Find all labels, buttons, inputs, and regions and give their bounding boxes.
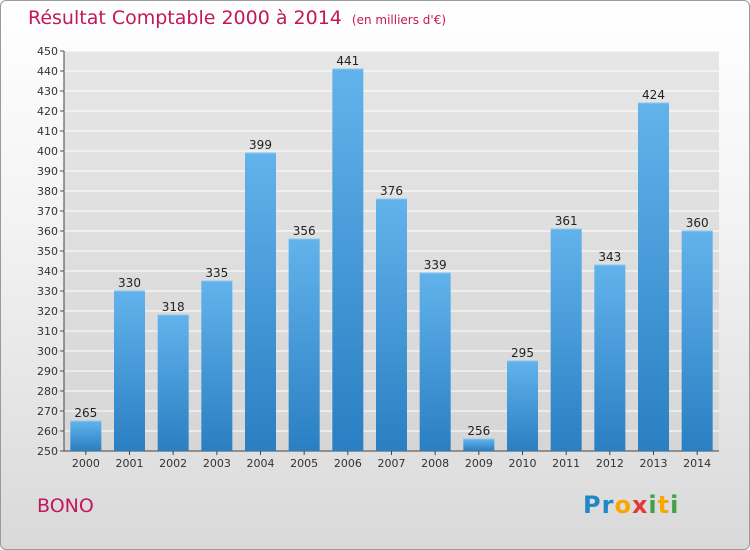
data-label: 265 — [74, 406, 97, 420]
x-tick-label: 2006 — [334, 457, 362, 470]
bar — [681, 231, 713, 451]
bar — [288, 239, 320, 451]
x-tick-label: 2014 — [683, 457, 711, 470]
y-tick-label: 410 — [37, 125, 58, 138]
y-tick-label: 420 — [37, 105, 58, 118]
city-name: BONO — [37, 495, 94, 517]
bar — [463, 439, 495, 451]
data-label: 424 — [642, 88, 665, 102]
bar — [245, 153, 276, 451]
data-label: 376 — [380, 184, 403, 198]
x-tick-label: 2012 — [596, 457, 624, 470]
y-tick-label: 300 — [37, 345, 58, 358]
bar — [70, 421, 102, 451]
bar — [332, 69, 364, 451]
y-tick-label: 320 — [37, 305, 58, 318]
chart-title: Résultat Comptable 2000 à 2014 (en millie… — [28, 7, 446, 29]
data-label: 441 — [336, 54, 359, 68]
y-tick-label: 360 — [37, 225, 58, 238]
x-tick-label: 2002 — [159, 457, 187, 470]
x-tick-label: 2001 — [116, 457, 144, 470]
bar — [594, 265, 626, 451]
data-label: 256 — [467, 424, 490, 438]
x-tick-label: 2004 — [247, 457, 275, 470]
y-tick-label: 370 — [37, 205, 58, 218]
y-tick-label: 440 — [37, 65, 58, 78]
y-tick-label: 330 — [37, 285, 58, 298]
bar — [376, 199, 407, 451]
bar — [157, 315, 189, 451]
y-tick-label: 290 — [37, 365, 58, 378]
x-tick-label: 2000 — [72, 457, 100, 470]
x-tick-label: 2009 — [465, 457, 493, 470]
x-tick-label: 2013 — [640, 457, 668, 470]
y-tick-label: 310 — [37, 325, 58, 338]
x-tick-label: 2011 — [552, 457, 580, 470]
data-label: 330 — [118, 276, 141, 290]
x-tick-label: 2003 — [203, 457, 231, 470]
bar — [507, 361, 538, 451]
y-tick-label: 280 — [37, 385, 58, 398]
y-tick-label: 350 — [37, 245, 58, 258]
data-label: 360 — [686, 216, 709, 230]
data-label: 356 — [293, 224, 316, 238]
data-label: 335 — [205, 266, 228, 280]
x-tick-label: 2010 — [509, 457, 537, 470]
y-tick-label: 430 — [37, 85, 58, 98]
y-tick-label: 400 — [37, 145, 58, 158]
data-label: 399 — [249, 138, 272, 152]
y-tick-label: 260 — [37, 425, 58, 438]
bar — [638, 103, 669, 451]
x-tick-label: 2005 — [290, 457, 318, 470]
bar — [550, 229, 582, 451]
y-tick-label: 270 — [37, 405, 58, 418]
data-label: 361 — [555, 214, 578, 228]
y-tick-label: 340 — [37, 265, 58, 278]
bar — [114, 291, 145, 451]
y-tick-label: 250 — [37, 445, 58, 458]
chart-subtitle: (en milliers d'€) — [351, 13, 447, 27]
x-tick-label: 2007 — [378, 457, 406, 470]
data-label: 318 — [162, 300, 185, 314]
bar — [201, 281, 233, 451]
y-tick-label: 390 — [37, 165, 58, 178]
y-tick-label: 380 — [37, 185, 58, 198]
brand-logo: Proxiti — [583, 491, 680, 519]
bar — [419, 273, 451, 451]
y-tick-label: 450 — [37, 45, 58, 58]
x-tick-label: 2008 — [421, 457, 449, 470]
data-label: 295 — [511, 346, 534, 360]
title-text: Résultat Comptable 2000 à 2014 — [28, 7, 342, 29]
data-label: 343 — [598, 250, 621, 264]
data-label: 339 — [424, 258, 447, 272]
